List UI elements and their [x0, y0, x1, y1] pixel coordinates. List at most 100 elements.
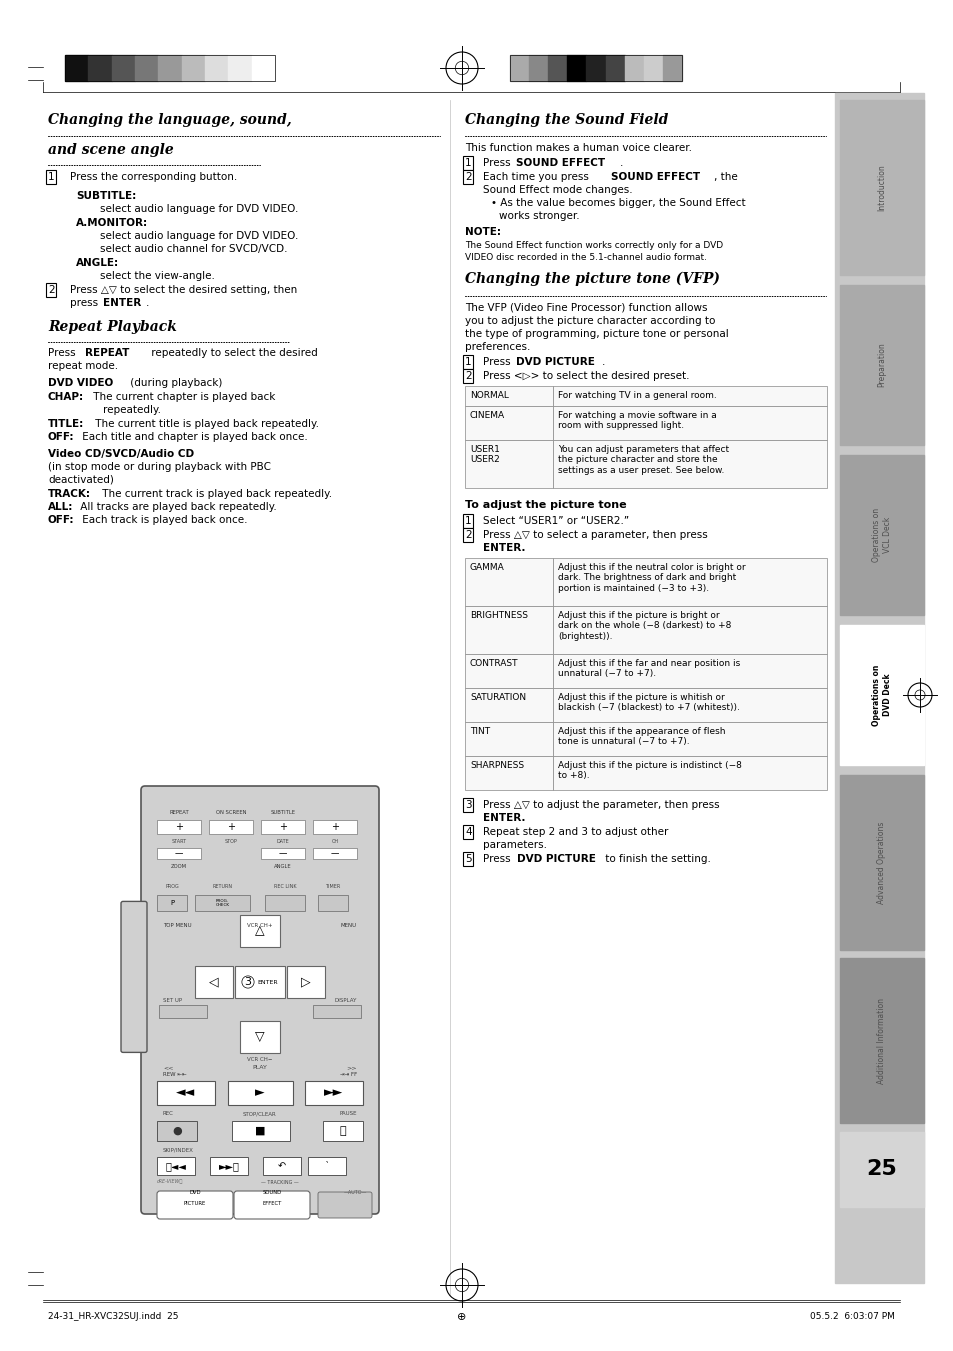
Text: parameters.: parameters.: [482, 840, 546, 850]
Text: SOUND EFFECT: SOUND EFFECT: [516, 158, 604, 168]
Text: This function makes a human voice clearer.: This function makes a human voice cleare…: [464, 143, 691, 153]
Text: .: .: [146, 299, 150, 308]
Bar: [159, 1005, 207, 1019]
Bar: [840, 455, 923, 615]
Text: SUBTITLE:: SUBTITLE:: [76, 190, 136, 201]
Bar: [265, 894, 305, 911]
Text: TITLE:: TITLE:: [48, 419, 84, 430]
Text: ON SCREEN: ON SCREEN: [215, 809, 246, 815]
Text: Press the corresponding button.: Press the corresponding button.: [70, 172, 237, 182]
Text: CONTRAST: CONTRAST: [470, 659, 518, 667]
Text: ►: ►: [254, 1086, 265, 1100]
Text: +: +: [174, 821, 183, 832]
FancyBboxPatch shape: [121, 901, 147, 1052]
Text: SOUND EFFECT: SOUND EFFECT: [610, 172, 700, 182]
Bar: [662, 55, 681, 81]
Text: ZOOM: ZOOM: [171, 865, 187, 869]
Text: VIDEO disc recorded in the 5.1-channel audio format.: VIDEO disc recorded in the 5.1-channel a…: [464, 253, 706, 262]
Bar: [553, 654, 826, 688]
Text: TINT: TINT: [470, 727, 490, 736]
Bar: [89, 55, 112, 81]
Bar: [261, 848, 305, 859]
Bar: [65, 55, 89, 81]
Text: For watching a movie software in a
room with suppressed light.: For watching a movie software in a room …: [558, 411, 716, 431]
Bar: [464, 757, 553, 790]
Text: SATURATION: SATURATION: [470, 693, 525, 703]
Text: +: +: [331, 821, 338, 832]
Bar: [194, 894, 250, 911]
Bar: [553, 757, 826, 790]
Text: DVD VIDEO: DVD VIDEO: [48, 378, 113, 388]
Text: repeatedly to select the desired: repeatedly to select the desired: [148, 349, 317, 358]
Text: VCR CH−: VCR CH−: [247, 1056, 273, 1062]
Bar: [840, 285, 923, 444]
Text: 3: 3: [244, 977, 252, 988]
Text: OFF:: OFF:: [48, 515, 74, 526]
Text: The current title is played back repeatedly.: The current title is played back repeate…: [91, 419, 318, 430]
FancyBboxPatch shape: [141, 786, 378, 1215]
Text: 4: 4: [464, 827, 471, 838]
Text: .: .: [619, 158, 622, 168]
Bar: [209, 820, 253, 834]
Text: The Sound Effect function works correctly only for a DVD: The Sound Effect function works correctl…: [464, 240, 722, 250]
Text: —: —: [174, 848, 183, 858]
Bar: [158, 55, 181, 81]
Text: SHARPNESS: SHARPNESS: [470, 761, 523, 770]
Bar: [157, 820, 201, 834]
Text: preferences.: preferences.: [464, 342, 530, 353]
Text: DISPLAY: DISPLAY: [335, 998, 356, 1004]
Text: DVD PICTURE: DVD PICTURE: [517, 854, 596, 865]
Bar: [228, 55, 252, 81]
Text: BRIGHTNESS: BRIGHTNESS: [470, 611, 527, 620]
Bar: [210, 1156, 248, 1175]
Text: Select “USER1” or “USER2.”: Select “USER1” or “USER2.”: [482, 516, 628, 526]
Text: Operations on
DVD Deck: Operations on DVD Deck: [871, 665, 891, 725]
Text: STOP: STOP: [224, 839, 237, 844]
Text: NOTE:: NOTE:: [464, 227, 500, 236]
Bar: [553, 386, 826, 407]
Text: You can adjust parameters that affect
the picture character and store the
settin: You can adjust parameters that affect th…: [558, 444, 728, 474]
Bar: [548, 55, 567, 81]
Text: Adjust this if the picture is indistinct (−8
to +8).: Adjust this if the picture is indistinct…: [558, 761, 741, 781]
Text: Press △▽ to adjust the parameter, then press: Press △▽ to adjust the parameter, then p…: [482, 800, 719, 811]
Bar: [464, 440, 553, 488]
Bar: [464, 721, 553, 757]
Text: Adjust this if the picture is bright or
dark on the whole (−8 (darkest) to +8
(b: Adjust this if the picture is bright or …: [558, 611, 731, 640]
Text: ⧖◄◄: ⧖◄◄: [166, 1161, 186, 1171]
Bar: [305, 1081, 363, 1105]
FancyBboxPatch shape: [233, 1192, 310, 1219]
Text: PAUSE: PAUSE: [339, 1111, 356, 1116]
Bar: [228, 1081, 293, 1105]
Text: 5: 5: [464, 854, 471, 865]
Text: PROG: PROG: [165, 885, 178, 889]
Bar: [308, 1156, 346, 1175]
Text: Adjust this if the picture is whitish or
blackish (−7 (blackest) to +7 (whitest): Adjust this if the picture is whitish or…: [558, 693, 740, 712]
Bar: [157, 894, 187, 911]
Text: Adjust this if the far and near position is
unnatural (−7 to +7).: Adjust this if the far and near position…: [558, 659, 740, 678]
Text: All tracks are played back repeatedly.: All tracks are played back repeatedly.: [77, 503, 276, 512]
Text: 2: 2: [464, 530, 471, 540]
Bar: [840, 100, 923, 276]
Text: repeat mode.: repeat mode.: [48, 361, 118, 372]
Text: • As the value becomes bigger, the Sound Effect: • As the value becomes bigger, the Sound…: [491, 199, 745, 208]
Bar: [194, 966, 233, 998]
Text: +: +: [278, 821, 287, 832]
Text: the type of programming, picture tone or personal: the type of programming, picture tone or…: [464, 330, 728, 339]
Text: and scene angle: and scene angle: [48, 143, 173, 157]
Text: Advanced Operations: Advanced Operations: [877, 821, 885, 904]
Text: DVD: DVD: [189, 1190, 200, 1196]
Text: 24-31_HR-XVC32SUJ.indd  25: 24-31_HR-XVC32SUJ.indd 25: [48, 1312, 178, 1321]
Text: GAMMA: GAMMA: [470, 563, 504, 571]
Text: 1: 1: [48, 172, 54, 182]
Text: ENTER: ENTER: [103, 299, 141, 308]
Text: Changing the picture tone (VFP): Changing the picture tone (VFP): [464, 272, 720, 286]
Text: DATE: DATE: [276, 839, 289, 844]
Bar: [840, 775, 923, 950]
Text: SUBTITLE: SUBTITLE: [271, 809, 295, 815]
Bar: [553, 558, 826, 607]
Bar: [834, 93, 923, 1283]
Text: cRE-VIEW⸗: cRE-VIEW⸗: [157, 1179, 183, 1183]
Text: 1: 1: [464, 357, 471, 367]
Text: ▽: ▽: [254, 1031, 265, 1043]
Bar: [313, 848, 356, 859]
